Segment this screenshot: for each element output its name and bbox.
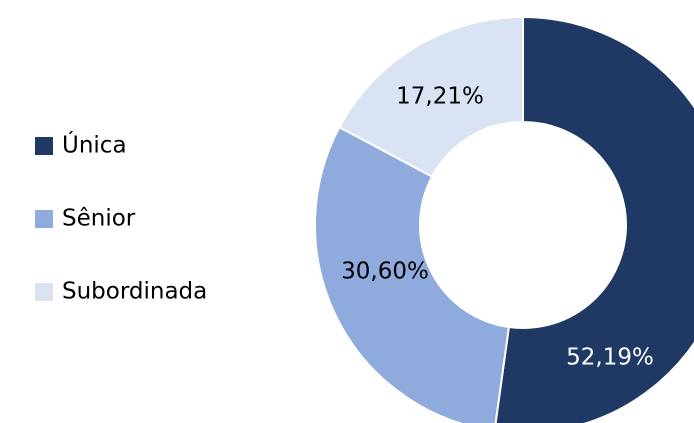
data-label: 52,19%: [566, 345, 654, 371]
donut-slice: [338, 15, 524, 178]
data-label: 30,60%: [341, 259, 429, 285]
legend-label: Subordinada: [62, 279, 207, 305]
legend-label: Única: [62, 131, 127, 159]
data-label: 17,21%: [396, 84, 484, 110]
legend-label: Sênior: [62, 206, 136, 232]
legend-swatch: [35, 283, 53, 301]
donut-slice: [314, 125, 510, 423]
legend-swatch: [35, 210, 53, 228]
legend-swatch: [35, 137, 53, 155]
donut-slice: [494, 15, 694, 423]
